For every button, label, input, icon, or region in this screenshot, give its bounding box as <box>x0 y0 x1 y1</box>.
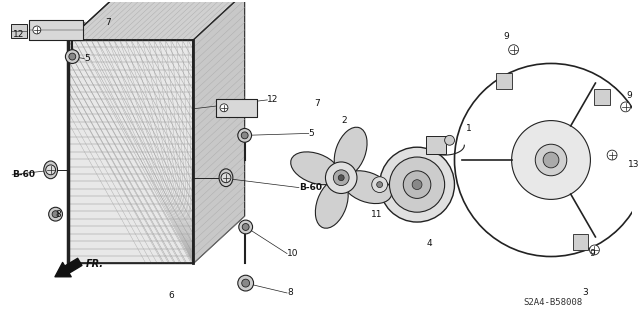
FancyBboxPatch shape <box>216 99 257 117</box>
Text: 13: 13 <box>628 160 639 169</box>
Text: 9: 9 <box>627 92 632 100</box>
Polygon shape <box>68 40 193 263</box>
FancyBboxPatch shape <box>29 20 83 40</box>
Circle shape <box>221 173 231 183</box>
Circle shape <box>372 177 387 192</box>
Circle shape <box>69 53 76 60</box>
Circle shape <box>220 104 228 112</box>
Text: 1: 1 <box>467 124 472 133</box>
Polygon shape <box>193 0 244 263</box>
Ellipse shape <box>291 152 340 185</box>
Text: FR.: FR. <box>86 259 104 270</box>
Ellipse shape <box>316 179 348 228</box>
Circle shape <box>242 279 250 287</box>
Text: 4: 4 <box>427 239 433 248</box>
Text: 9: 9 <box>589 249 595 258</box>
Circle shape <box>242 224 249 230</box>
Text: 9: 9 <box>504 32 509 41</box>
Text: 3: 3 <box>582 288 588 298</box>
Circle shape <box>445 135 454 145</box>
FancyBboxPatch shape <box>426 136 445 154</box>
FancyArrowPatch shape <box>55 258 82 277</box>
Ellipse shape <box>219 169 233 187</box>
Text: 11: 11 <box>371 210 382 219</box>
Circle shape <box>380 147 454 222</box>
Circle shape <box>238 129 252 142</box>
Text: 2: 2 <box>341 116 347 125</box>
Circle shape <box>33 26 41 34</box>
Text: 12: 12 <box>13 30 24 40</box>
Circle shape <box>621 102 630 112</box>
FancyBboxPatch shape <box>485 86 617 234</box>
Circle shape <box>239 220 253 234</box>
Circle shape <box>543 152 559 168</box>
Text: B-60: B-60 <box>299 183 322 192</box>
Circle shape <box>65 50 79 63</box>
Circle shape <box>238 275 253 291</box>
Text: 10: 10 <box>287 249 298 258</box>
Circle shape <box>607 150 617 160</box>
Bar <box>12 24 27 38</box>
Circle shape <box>49 207 63 221</box>
Text: 6: 6 <box>169 292 175 300</box>
Polygon shape <box>68 0 244 40</box>
Circle shape <box>412 180 422 189</box>
Circle shape <box>589 245 600 255</box>
Circle shape <box>326 162 357 194</box>
Circle shape <box>45 165 56 175</box>
Circle shape <box>403 171 431 198</box>
Text: B-60: B-60 <box>12 170 35 179</box>
Circle shape <box>333 170 349 186</box>
Text: 8: 8 <box>287 288 292 298</box>
Text: 12: 12 <box>268 95 278 104</box>
Circle shape <box>241 132 248 139</box>
Circle shape <box>509 45 518 55</box>
Circle shape <box>390 157 445 212</box>
Ellipse shape <box>44 161 58 179</box>
FancyBboxPatch shape <box>496 73 511 89</box>
Text: 7: 7 <box>315 99 321 108</box>
FancyBboxPatch shape <box>573 234 588 250</box>
Text: 8: 8 <box>56 210 61 219</box>
Text: 7: 7 <box>105 18 111 26</box>
Text: 5: 5 <box>308 129 314 138</box>
Text: S2A4-B58008: S2A4-B58008 <box>524 298 582 307</box>
FancyBboxPatch shape <box>595 89 610 105</box>
Circle shape <box>339 175 344 181</box>
Text: 5: 5 <box>84 54 90 63</box>
Ellipse shape <box>342 171 392 204</box>
Circle shape <box>52 211 59 218</box>
Circle shape <box>511 121 591 199</box>
Circle shape <box>535 144 567 176</box>
Circle shape <box>454 63 640 256</box>
Circle shape <box>377 182 383 188</box>
Ellipse shape <box>334 127 367 176</box>
